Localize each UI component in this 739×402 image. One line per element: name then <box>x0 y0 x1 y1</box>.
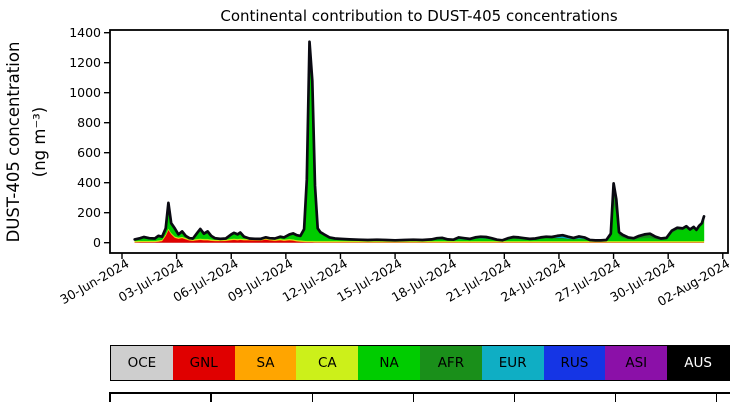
legend-cell-afr: AFR <box>419 346 482 380</box>
legend-cell-eur: EUR <box>481 346 544 380</box>
legend-label: AUS <box>684 355 712 371</box>
legend-label: CA <box>317 355 337 371</box>
y-axis-label-line2: (ng m⁻³) <box>30 107 49 177</box>
area-asi <box>134 41 705 241</box>
y-tick-label: 200 <box>77 205 101 220</box>
legend-label: RUS <box>560 355 589 371</box>
truncated-axis-tick <box>311 392 314 402</box>
legend-label: EUR <box>498 355 527 371</box>
legend-cell-aus: AUS <box>667 346 729 380</box>
legend: OCE GNL SA CA NA AFR EUR RUS ASI AUS <box>110 345 730 381</box>
truncated-axis-line <box>110 392 730 395</box>
chart-title: Continental contribution to DUST-405 con… <box>220 7 617 25</box>
truncated-axis-tick <box>109 392 111 402</box>
legend-label: ASI <box>625 355 648 371</box>
truncated-axis-tick <box>513 392 516 402</box>
legend-cell-sa: SA <box>234 346 297 380</box>
y-tick-label: 800 <box>77 115 101 130</box>
legend-cell-asi: ASI <box>605 346 668 380</box>
area-aus <box>134 41 705 241</box>
legend-cell-oce: OCE <box>111 346 173 380</box>
y-axis-label-line1: DUST-405 concentration <box>4 42 23 243</box>
y-tick-label: 1000 <box>69 85 101 100</box>
legend-label: NA <box>379 355 399 371</box>
legend-label: AFR <box>437 355 465 371</box>
legend-cell-gnl: GNL <box>172 346 235 380</box>
legend-label: OCE <box>127 355 157 371</box>
y-tick-label: 1400 <box>69 25 101 40</box>
truncated-axis-tick <box>210 392 212 402</box>
legend-cell-rus: RUS <box>543 346 606 380</box>
total-concentration-line <box>133 40 706 242</box>
legend-label: SA <box>256 355 275 371</box>
legend-cell-na: NA <box>358 346 420 380</box>
truncated-axis-tick <box>412 392 415 402</box>
legend-label: GNL <box>189 355 218 371</box>
y-tick-label: 600 <box>77 145 101 160</box>
truncated-axis-tick <box>715 392 718 402</box>
x-axis-ticks: 30-Jun-202403-Jul-202406-Jul-202409-Jul-… <box>57 253 732 309</box>
truncated-axis-tick <box>614 392 617 402</box>
y-tick-label: 400 <box>77 175 101 190</box>
y-tick-label: 0 <box>93 235 101 250</box>
axes-frame <box>109 29 729 254</box>
y-axis-ticks: 0 200 400 600 800 1000 1200 1400 <box>69 25 110 250</box>
y-tick-label: 1200 <box>69 55 101 70</box>
legend-cell-ca: CA <box>296 346 359 380</box>
